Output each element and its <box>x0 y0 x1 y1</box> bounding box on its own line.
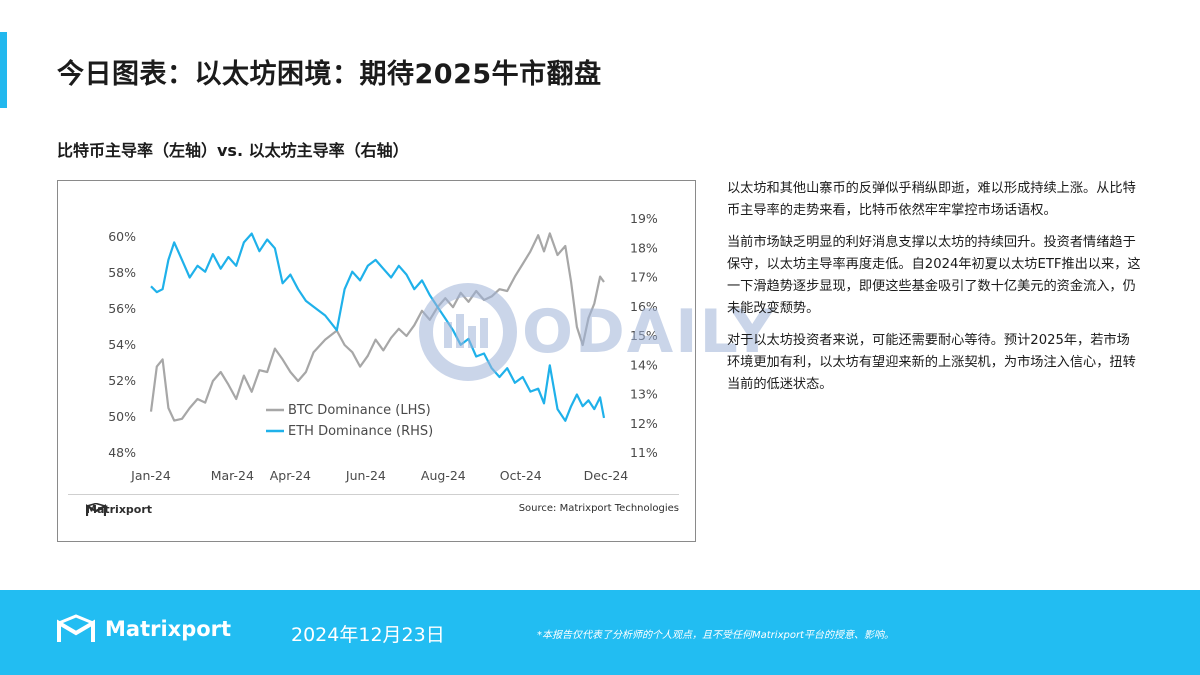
x-tick-label: Aug-24 <box>421 468 466 483</box>
chart-footer-divider <box>68 494 679 495</box>
y-right-tick-label: 12% <box>630 416 658 431</box>
x-tick-label: Jan-24 <box>130 468 171 483</box>
y-right-tick-label: 14% <box>630 357 658 372</box>
x-tick-label: Dec-24 <box>584 468 629 483</box>
commentary-paragraph-2: 当前市场缺乏明显的利好消息支撑以太坊的持续回升。投资者情绪趋于保守，以太坊主导率… <box>727 235 1141 316</box>
x-tick-label: Mar-24 <box>211 468 254 483</box>
matrixport-logo-icon <box>86 503 106 516</box>
dominance-chart: 60% 58% 56% 54% 52% 50% 48% 19% 18% 17% 16% 15% 14% 1… <box>108 211 658 483</box>
report-date: 2024年12月23日 <box>291 624 445 646</box>
y-left-tick-label: 54% <box>108 337 136 352</box>
x-tick-label: Oct-24 <box>500 468 542 483</box>
page-title: 今日图表：以太坊困境：期待2025牛市翻盘 <box>57 59 602 90</box>
legend-btc-label: BTC Dominance (LHS) <box>288 403 431 418</box>
y-right-tick-label: 19% <box>630 211 658 226</box>
commentary-paragraph-1: 以太坊和其他山寨币的反弹似乎稍纵即逝，难以形成持续上涨。从比特币主导率的走势来看… <box>727 181 1136 218</box>
legend-eth-label: ETH Dominance (RHS) <box>288 424 433 439</box>
y-right-tick-label: 15% <box>630 328 658 343</box>
y-left-tick-label: 60% <box>108 229 136 244</box>
disclaimer: *本报告仅代表了分析师的个人观点，且不受任何Matrixport平台的授意、影响… <box>537 630 894 641</box>
y-left-tick-label: 50% <box>108 409 136 424</box>
commentary: 以太坊和其他山寨币的反弹似乎稍纵即逝，难以形成持续上涨。从比特币主导率的走势来看… <box>727 178 1142 406</box>
y-right-tick-label: 18% <box>630 240 658 255</box>
y-right-tick-label: 16% <box>630 299 658 314</box>
footer-logo-text: Matrixport <box>105 617 232 641</box>
chart-subtitle: 比特币主导率（左轴）vs. 以太坊主导率（右轴） <box>57 141 409 160</box>
y-right-tick-label: 17% <box>630 270 658 285</box>
chart-source: Source: Matrixport Technologies <box>518 503 679 514</box>
matrixport-logo-icon <box>57 614 95 642</box>
y-right-tick-label: 13% <box>630 387 658 402</box>
footer-bar: Matrixport 2024年12月23日 *本报告仅代表了分析师的个人观点，… <box>0 590 1200 675</box>
y-left-tick-label: 52% <box>108 373 136 388</box>
y-left-tick-label: 56% <box>108 301 136 316</box>
footer-matrixport-logo: Matrixport <box>57 614 231 644</box>
eth-dominance-line <box>150 232 606 422</box>
header-accent-bar <box>0 32 7 108</box>
chart-frame: 60% 58% 56% 54% 52% 50% 48% 19% 18% 17% 16% 15% 14% 1… <box>57 180 696 542</box>
y-left-tick-label: 58% <box>108 265 136 280</box>
x-tick-label: Jun-24 <box>345 468 386 483</box>
commentary-paragraph-3: 对于以太坊投资者来说，可能还需要耐心等待。预计2025年，若市场环境更加有利，以… <box>727 333 1136 392</box>
btc-dominance-line <box>149 232 605 422</box>
x-tick-label: Apr-24 <box>270 468 311 483</box>
y-left-tick-label: 48% <box>108 445 136 460</box>
chart-matrixport-logo: Matrixport <box>86 503 152 516</box>
y-right-tick-label: 11% <box>630 445 658 460</box>
